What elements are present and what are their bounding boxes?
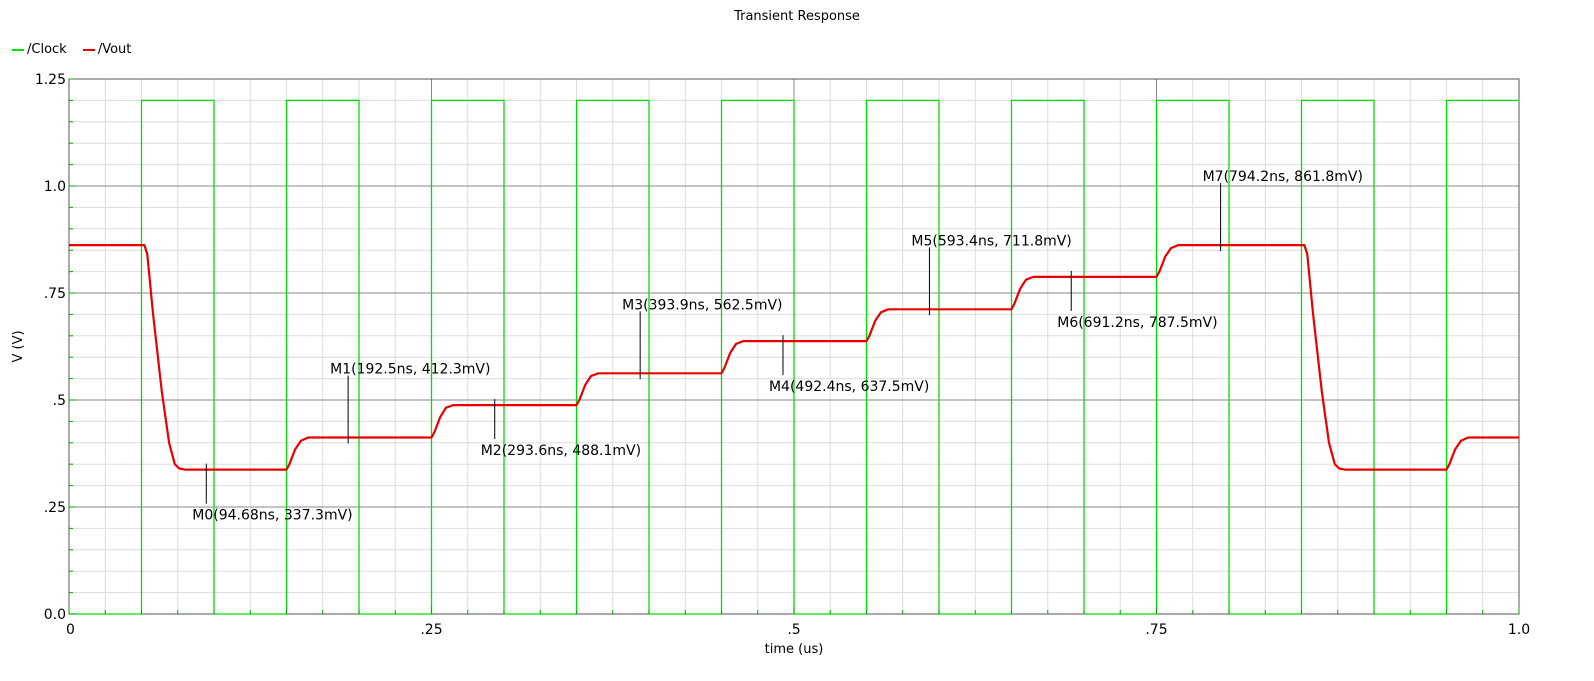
- marker-label: M7(794.2ns, 861.8mV): [1203, 169, 1363, 185]
- marker-m5: M5(593.4ns, 711.8mV): [911, 233, 1072, 316]
- x-tick-label: .5: [787, 622, 800, 638]
- x-tick-label: 1.0: [1508, 622, 1530, 638]
- chart-title: Transient Response: [734, 9, 860, 24]
- legend-label-clock: /Clock: [27, 42, 67, 57]
- marker-m7: M7(794.2ns, 861.8mV): [1203, 169, 1363, 252]
- marker-m1: M1(192.5ns, 412.3mV): [330, 362, 490, 444]
- marker-label: M6(691.2ns, 787.5mV): [1057, 315, 1217, 331]
- y-tick-label: 1.25: [35, 72, 66, 88]
- marker-label: M0(94.68ns, 337.3mV): [192, 508, 352, 524]
- x-tick-label: .25: [420, 622, 442, 638]
- y-tick-label: 0.0: [44, 607, 66, 623]
- axis-layer: 0 .25 .5 .75 1.0 0.0 .25 .5 .75 1.0 1.25: [35, 72, 1530, 638]
- x-axis-label: time (us): [765, 642, 824, 657]
- marker-label: M2(293.6ns, 488.1mV): [481, 443, 641, 459]
- marker-m3: M3(393.9ns, 562.5mV): [622, 297, 783, 380]
- y-tick-label: 1.0: [44, 179, 66, 195]
- y-tick-label: .75: [44, 286, 66, 302]
- marker-label: M3(393.9ns, 562.5mV): [622, 297, 782, 313]
- x-tick-label: 0: [66, 622, 75, 638]
- legend-swatch-vout: [82, 48, 95, 51]
- marker-m6: M6(691.2ns, 787.5mV): [1057, 270, 1218, 331]
- legend-item-vout: /Vout: [82, 42, 132, 57]
- legend: /Clock /Vout: [12, 42, 143, 57]
- y-axis-label: V (V): [11, 330, 26, 362]
- marker-m4: M4(492.4ns, 637.5mV): [769, 335, 929, 395]
- marker-layer: M0(94.68ns, 337.3mV) M1(192.5ns, 412.3mV)…: [192, 169, 1363, 523]
- marker-m0: M0(94.68ns, 337.3mV): [192, 463, 353, 524]
- legend-item-clock: /Clock: [12, 42, 67, 57]
- y-tick-label: .5: [53, 393, 66, 409]
- marker-m2: M2(293.6ns, 488.1mV): [481, 399, 641, 459]
- series-line-vout: [69, 244, 1519, 471]
- marker-label: M5(593.4ns, 711.8mV): [911, 233, 1071, 249]
- legend-swatch-clock: [12, 48, 24, 51]
- marker-label: M1(192.5ns, 412.3mV): [330, 362, 490, 378]
- legend-label-vout: /Vout: [97, 42, 132, 57]
- x-tick-label: .75: [1145, 622, 1167, 638]
- y-tick-label: .25: [44, 500, 66, 516]
- marker-label: M4(492.4ns, 637.5mV): [769, 379, 929, 395]
